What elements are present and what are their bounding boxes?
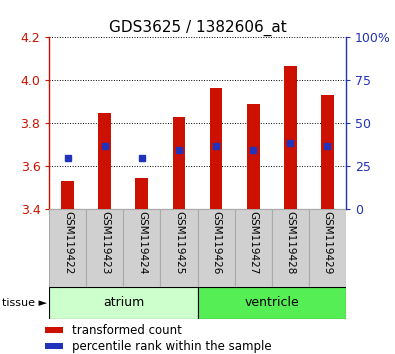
Bar bbox=[49, 287, 198, 319]
Text: tissue ►: tissue ► bbox=[2, 298, 47, 308]
Bar bbox=[98, 113, 111, 209]
Bar bbox=[135, 178, 149, 209]
Bar bbox=[45, 327, 63, 333]
Text: percentile rank within the sample: percentile rank within the sample bbox=[72, 340, 271, 353]
Text: GSM119424: GSM119424 bbox=[137, 211, 147, 275]
Text: transformed count: transformed count bbox=[72, 324, 182, 337]
Text: GSM119425: GSM119425 bbox=[174, 211, 184, 275]
Bar bbox=[61, 181, 74, 209]
Bar bbox=[173, 116, 186, 209]
Bar bbox=[87, 209, 123, 287]
Bar bbox=[198, 287, 346, 319]
Title: GDS3625 / 1382606_at: GDS3625 / 1382606_at bbox=[109, 19, 286, 36]
Text: ventricle: ventricle bbox=[244, 296, 299, 309]
Text: GSM119423: GSM119423 bbox=[100, 211, 110, 275]
Bar bbox=[45, 343, 63, 349]
Bar bbox=[235, 209, 272, 287]
Bar bbox=[123, 209, 160, 287]
Text: GSM119426: GSM119426 bbox=[211, 211, 221, 275]
Text: atrium: atrium bbox=[103, 296, 144, 309]
Bar bbox=[272, 209, 308, 287]
Text: GSM119428: GSM119428 bbox=[285, 211, 295, 275]
Bar bbox=[209, 87, 222, 209]
Bar bbox=[198, 209, 235, 287]
Text: GSM119429: GSM119429 bbox=[322, 211, 332, 275]
Bar bbox=[160, 209, 198, 287]
Bar bbox=[284, 66, 297, 209]
Bar bbox=[49, 209, 87, 287]
Text: GSM119427: GSM119427 bbox=[248, 211, 258, 275]
Bar bbox=[321, 95, 334, 209]
Text: GSM119422: GSM119422 bbox=[63, 211, 73, 275]
Bar bbox=[308, 209, 346, 287]
Bar bbox=[246, 104, 260, 209]
